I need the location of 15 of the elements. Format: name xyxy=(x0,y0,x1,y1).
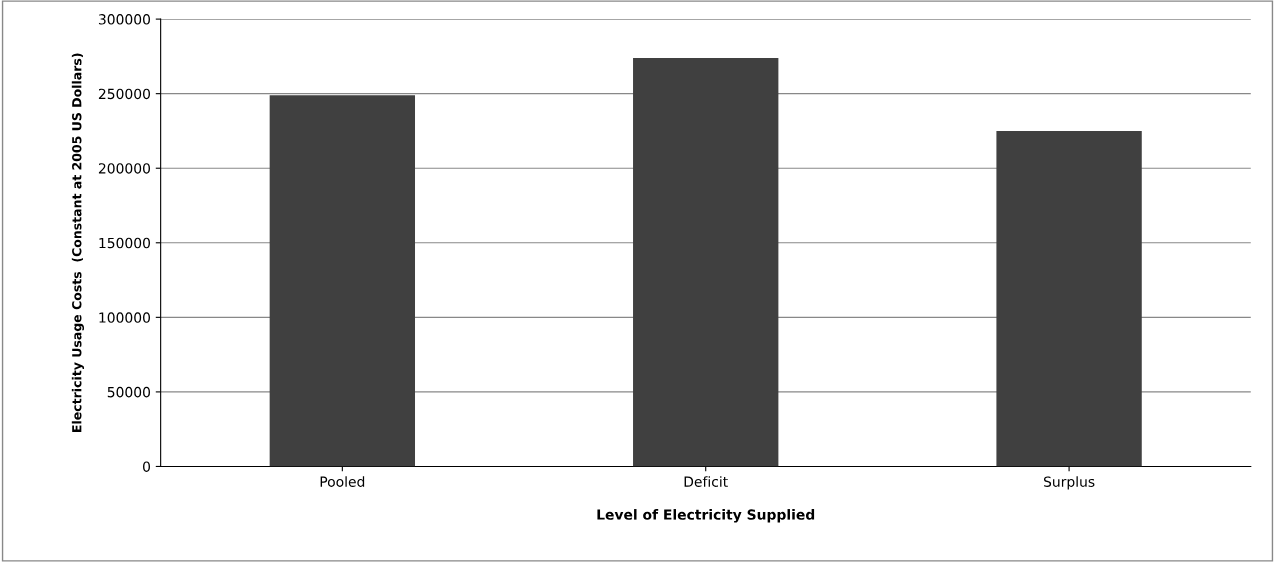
bar xyxy=(996,130,1142,467)
bar xyxy=(633,57,779,467)
y-tick-label: 250000 xyxy=(98,88,150,100)
y-tick-label: 150000 xyxy=(99,237,150,249)
y-tick-label: 300000 xyxy=(98,14,150,25)
y-tick-label: 200000 xyxy=(98,163,150,174)
x-tick-label: Surplus xyxy=(1043,476,1095,490)
y-tick-label: 0 xyxy=(143,461,151,472)
x-tick-label: Deficit xyxy=(684,476,728,487)
bar xyxy=(269,95,416,467)
x-axis-title: Level of Electricity Supplied xyxy=(597,509,815,523)
x-tick-label: Pooled xyxy=(320,476,365,487)
y-axis-title: Electricity Usage Costs (Constant at 2005 US Dollars) xyxy=(71,53,85,432)
y-tick-label: 50000 xyxy=(107,386,150,398)
y-tick-label: 100000 xyxy=(99,312,150,323)
